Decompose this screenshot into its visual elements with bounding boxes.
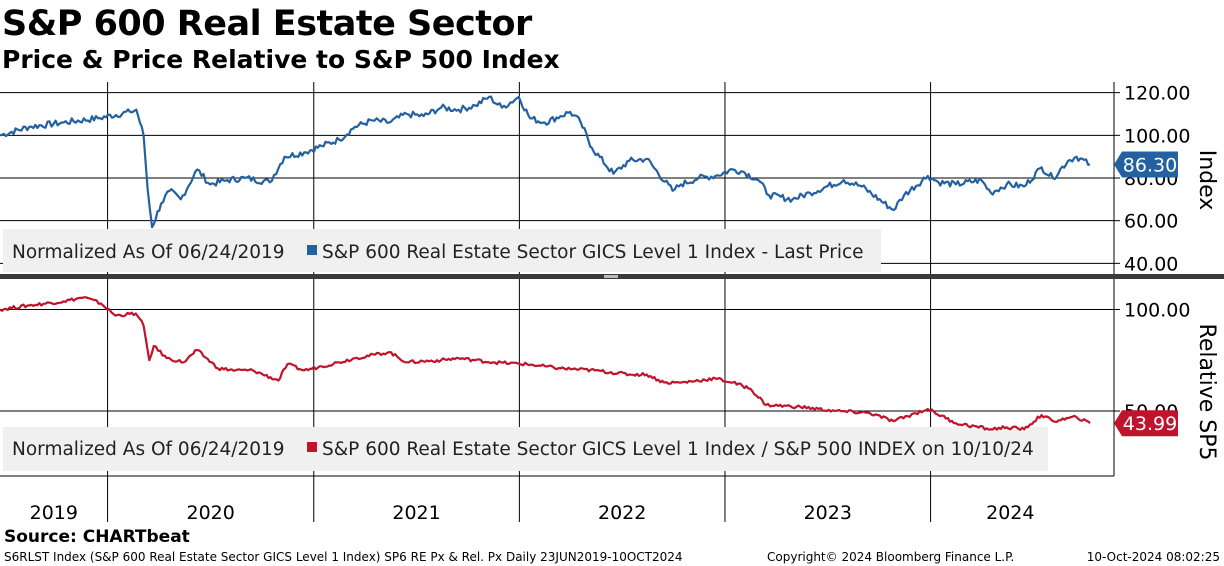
bottom-legend-box xyxy=(3,427,1048,471)
bottom-legend: Normalized As Of 06/24/2019 S&P 600 Real… xyxy=(3,427,1048,471)
footer-timestamp: 10-Oct-2024 08:02:25 xyxy=(1086,550,1220,564)
y-tick-label-0-40: 40.00 xyxy=(1124,253,1178,275)
bottom-legend-swatch xyxy=(307,442,317,452)
footer-copyright: Copyright© 2024 Bloomberg Finance L.P. xyxy=(767,550,1015,564)
top-legend-series: S&P 600 Real Estate Sector GICS Level 1 … xyxy=(322,242,864,263)
top-side-label: Index xyxy=(1194,150,1219,211)
badge-layer: 86.30 43.99 xyxy=(1114,151,1178,437)
source-label: Source: CHARTbeat xyxy=(4,527,190,547)
chart-subtitle: Price & Price Relative to S&P 500 Index xyxy=(2,45,560,74)
x-tick-label-2022: 2022 xyxy=(598,502,646,524)
top-legend-prefix: Normalized As Of 06/24/2019 xyxy=(12,242,285,263)
x-tick-label-2021: 2021 xyxy=(392,502,440,524)
series-layer xyxy=(0,95,1091,431)
bottom-legend-series: S&P 600 Real Estate Sector GICS Level 1 … xyxy=(322,439,1034,460)
panel-resize-handle xyxy=(604,275,618,278)
bottom-side-label: Relative SP5 xyxy=(1194,324,1219,461)
x-tick-label-2020: 2020 xyxy=(186,502,234,524)
last-value-badge-undefined xyxy=(1114,410,1178,437)
bottom-legend-prefix: Normalized As Of 06/24/2019 xyxy=(12,439,285,460)
last-value-label-undefined: 43.99 xyxy=(1123,413,1177,435)
y-tick-label-1-100: 100.00 xyxy=(1124,299,1190,321)
x-tick-label-2019: 2019 xyxy=(30,502,78,524)
chart-title: S&P 600 Real Estate Sector xyxy=(2,4,532,44)
y-tick-label-0-60: 60.00 xyxy=(1124,211,1178,233)
last-value-badge-undefined xyxy=(1114,151,1178,178)
footer-description: S6RLST Index (S&P 600 Real Estate Sector… xyxy=(4,550,683,564)
top-legend-box xyxy=(3,229,881,272)
series-line-undefined xyxy=(0,296,1091,431)
last-value-label-undefined: 86.30 xyxy=(1123,155,1177,177)
x-tick-label-2023: 2023 xyxy=(804,502,852,524)
y-tick-label-0-120: 120.00 xyxy=(1124,83,1190,105)
x-tick-label-2024: 2024 xyxy=(986,502,1034,524)
series-line-undefined xyxy=(0,95,1091,229)
y-tick-label-0-100: 100.00 xyxy=(1124,125,1190,147)
top-legend: Normalized As Of 06/24/2019 S&P 600 Real… xyxy=(3,229,881,272)
axis-layer: 2019 2020 2021 2022 2023 2024120.00100.0080.0… xyxy=(30,83,1191,524)
top-legend-swatch xyxy=(307,245,317,255)
